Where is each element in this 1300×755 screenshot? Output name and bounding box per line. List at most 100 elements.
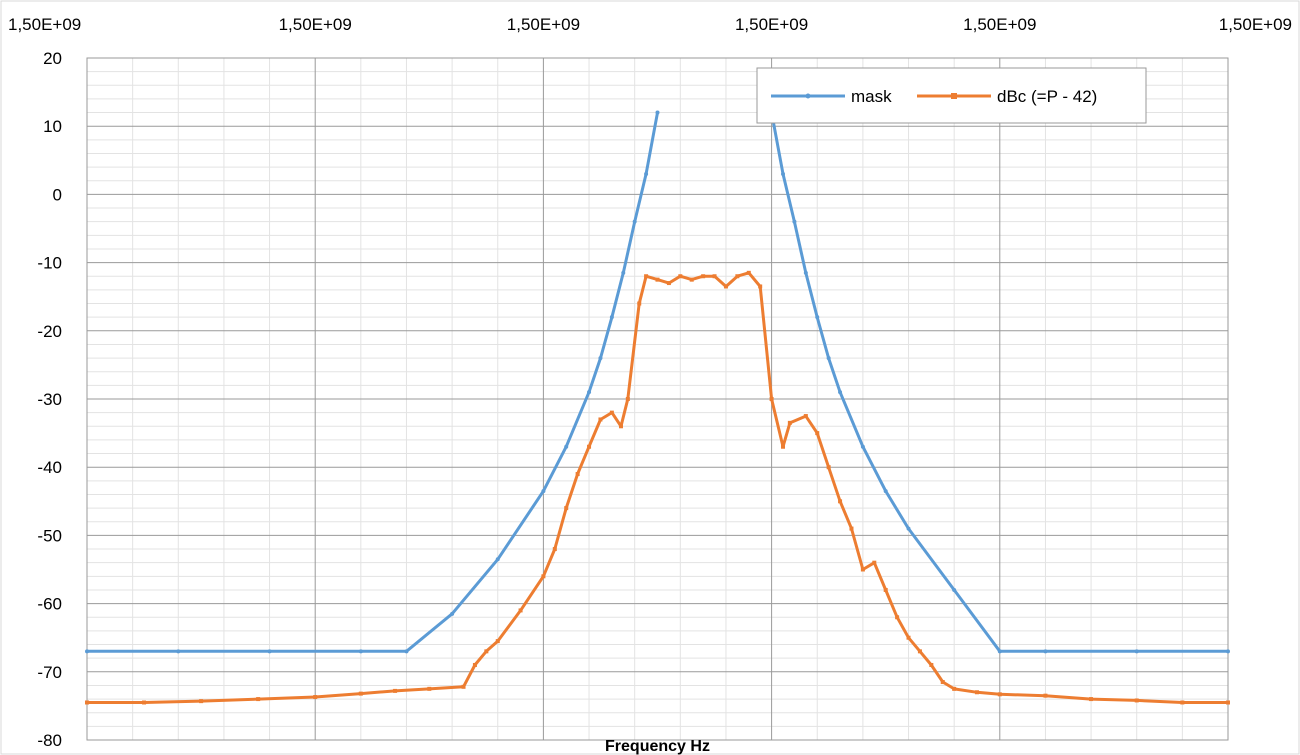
series-mask-point	[1226, 649, 1230, 654]
series-dbc	[85, 270, 1230, 705]
series-dbc-point	[484, 649, 489, 654]
series-dbc-point	[655, 277, 660, 282]
series-dbc-point	[906, 635, 911, 640]
series-dbc-point	[974, 690, 979, 695]
legend-marker-mask	[805, 93, 811, 99]
series-mask-point	[85, 649, 89, 654]
series-mask-point	[621, 270, 626, 275]
y-tick-label: 10	[43, 117, 62, 136]
series-dbc-point	[917, 649, 922, 654]
series-dbc-point	[644, 274, 649, 279]
y-tick-label: -50	[37, 526, 62, 545]
series-mask-point	[792, 219, 797, 224]
series-dbc-point	[678, 274, 683, 279]
series-dbc-point	[358, 691, 363, 696]
series-mask-point	[781, 171, 786, 176]
series-mask-point	[1134, 649, 1139, 654]
series-mask-line	[87, 112, 659, 653]
plot-area-border	[86, 57, 1229, 741]
legend-marker-dbc	[951, 93, 957, 99]
series-mask-point	[632, 219, 637, 224]
series-mask-point	[609, 315, 614, 320]
series-mask-point	[358, 649, 363, 654]
y-tick-label: -30	[37, 390, 62, 409]
series-dbc-line	[87, 271, 1228, 704]
series-dbc-point	[1043, 693, 1048, 698]
series-mask	[85, 110, 1230, 654]
series-dbc-point	[940, 680, 945, 685]
series-dbc-point	[826, 465, 831, 470]
series-dbc-point	[618, 424, 623, 429]
series-dbc-point	[575, 472, 580, 477]
series-dbc-point	[929, 662, 934, 667]
x-axis-title: Frequency Hz	[605, 738, 710, 755]
y-tick-label: -20	[37, 322, 62, 341]
series-dbc-point	[735, 274, 740, 279]
series-dbc-point	[637, 301, 642, 306]
series-dbc-point	[781, 444, 786, 449]
series-dbc-point	[495, 639, 500, 644]
series-dbc-point	[746, 270, 751, 275]
series-mask-point	[587, 390, 592, 395]
series-dbc-point	[666, 281, 671, 286]
y-tick-label: 20	[43, 49, 62, 68]
x-tick-label: 1,50E+09	[1219, 15, 1292, 34]
series-mask-point	[997, 649, 1002, 654]
series-dbc-point	[872, 560, 877, 565]
series-mask-point	[952, 587, 957, 592]
series-dbc-point	[787, 420, 792, 425]
series-dbc-point	[838, 499, 843, 504]
series-mask-point	[598, 356, 603, 361]
series-mask-point	[826, 356, 831, 361]
series-dbc-point	[758, 284, 763, 289]
series-dbc-point	[85, 700, 89, 705]
x-tick-label: 1,50E+09	[8, 15, 81, 34]
series-mask-point	[267, 649, 272, 654]
series-dbc-point	[427, 686, 432, 691]
y-tick-label: -10	[37, 254, 62, 273]
y-tick-label: -40	[37, 458, 62, 477]
x-axis-tick-labels: 1,50E+09 1,50E+09 1,50E+09 1,50E+09 1,50E+09…	[8, 15, 1292, 34]
series-dbc-point	[541, 574, 546, 579]
series-mask-point	[860, 444, 865, 449]
series-dbc-point	[518, 608, 523, 613]
series-layer	[85, 110, 1230, 705]
series-dbc-point	[895, 615, 900, 620]
series-dbc-point	[997, 692, 1002, 697]
series-dbc-point	[701, 274, 706, 279]
series-dbc-point	[461, 684, 466, 689]
series-dbc-point	[552, 547, 557, 552]
series-mask-point	[450, 611, 455, 616]
x-tick-label: 1,50E+09	[507, 15, 580, 34]
series-mask-point	[1043, 649, 1048, 654]
series-mask-point	[803, 270, 808, 275]
series-mask-point	[655, 110, 660, 115]
series-dbc-point	[199, 699, 204, 704]
legend-entry-mask: mask	[771, 87, 892, 106]
series-dbc-point	[625, 397, 630, 401]
major-grid	[86, 57, 1229, 741]
y-tick-label: -60	[37, 595, 62, 614]
series-dbc-point	[952, 686, 957, 691]
series-dbc-point	[803, 414, 808, 419]
series-dbc-point	[1180, 700, 1185, 705]
x-tick-label: 1,50E+09	[963, 15, 1036, 34]
series-mask-point	[838, 390, 843, 395]
series-dbc-point	[769, 397, 774, 401]
minor-grid	[87, 58, 1228, 740]
legend-entry-dbc: dBc (=P - 42)	[917, 87, 1097, 106]
series-dbc-point	[883, 587, 888, 592]
x-tick-label: 1,50E+09	[735, 15, 808, 34]
y-axis-tick-labels: 20 10 0 -10 -20 -30 -40 -50 -60 -70 -80	[37, 49, 62, 750]
series-dbc-point	[564, 506, 569, 511]
series-mask-point	[541, 489, 546, 494]
series-dbc-point	[142, 700, 147, 705]
series-mask-point	[644, 171, 649, 176]
legend: mask dBc (=P - 42)	[756, 67, 1147, 124]
y-tick-label: -70	[37, 663, 62, 682]
series-dbc-point	[712, 274, 717, 279]
series-dbc-point	[313, 695, 318, 700]
